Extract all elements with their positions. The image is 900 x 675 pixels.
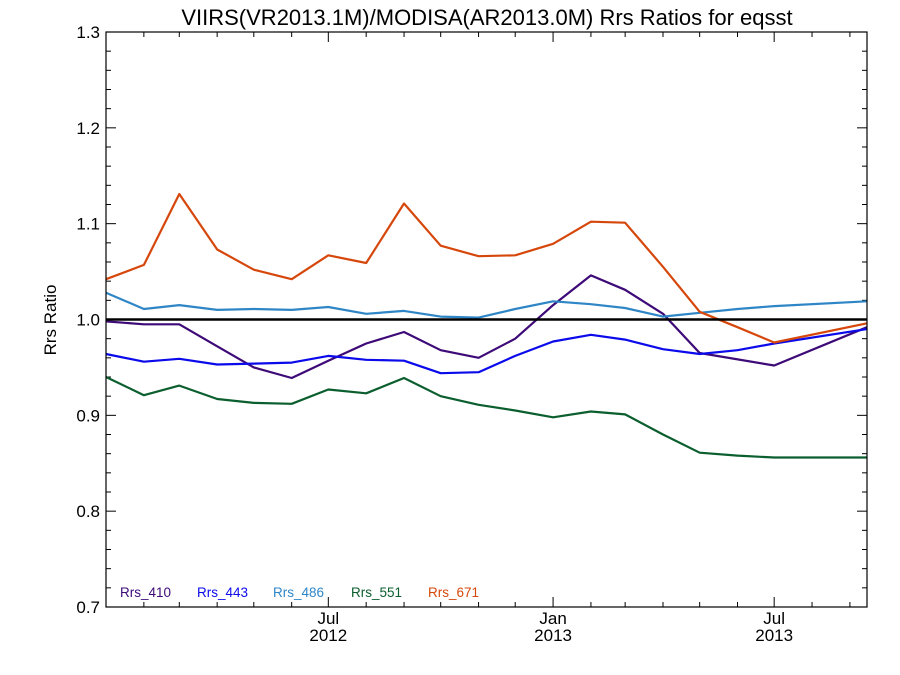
- y-axis-label: Rrs Ratio: [41, 285, 60, 356]
- legend-item-rrs-443: Rrs_443: [197, 585, 248, 600]
- legend-item-rrs-551: Rrs_551: [351, 585, 402, 600]
- x-tick-label-year: 2013: [534, 626, 572, 645]
- chart-title: VIIRS(VR2013.1M)/MODISA(AR2013.0M) Rrs R…: [181, 5, 792, 30]
- y-tick-label: 1.2: [76, 119, 100, 138]
- y-tick-label: 1.1: [76, 215, 100, 234]
- series-line-rrs-671: [105, 192, 868, 344]
- y-tick-label: 1.0: [76, 311, 100, 330]
- series-line-rrs-443: [105, 328, 868, 375]
- legend: Rrs_410 Rrs_443 Rrs_486 Rrs_551 Rrs_671: [120, 585, 479, 600]
- x-tick-label-month: Jul: [763, 609, 785, 628]
- y-tick-label: 0.8: [76, 502, 100, 521]
- y-tick-label: 1.3: [76, 23, 100, 42]
- legend-item-rrs-671: Rrs_671: [428, 585, 479, 600]
- legend-item-rrs-486: Rrs_486: [273, 585, 324, 600]
- legend-item-rrs-410: Rrs_410: [120, 585, 171, 600]
- series-line-rrs-551: [105, 376, 867, 459]
- y-tick-label: 0.7: [76, 598, 100, 617]
- x-tick-label-year: 2013: [755, 626, 793, 645]
- plot-area: [105, 192, 868, 459]
- plot-frame: [105, 31, 868, 608]
- y-axis: 0.7 0.8 0.9 1.0 1.1 1.2 1.3: [76, 23, 867, 617]
- x-tick-label-month: Jan: [539, 609, 566, 628]
- y-tick-label: 0.9: [76, 406, 100, 425]
- x-tick-label-year: 2012: [309, 626, 347, 645]
- series-line-rrs-486: [105, 291, 868, 319]
- x-tick-label-month: Jul: [317, 609, 339, 628]
- series-line-rrs-410: [105, 274, 868, 380]
